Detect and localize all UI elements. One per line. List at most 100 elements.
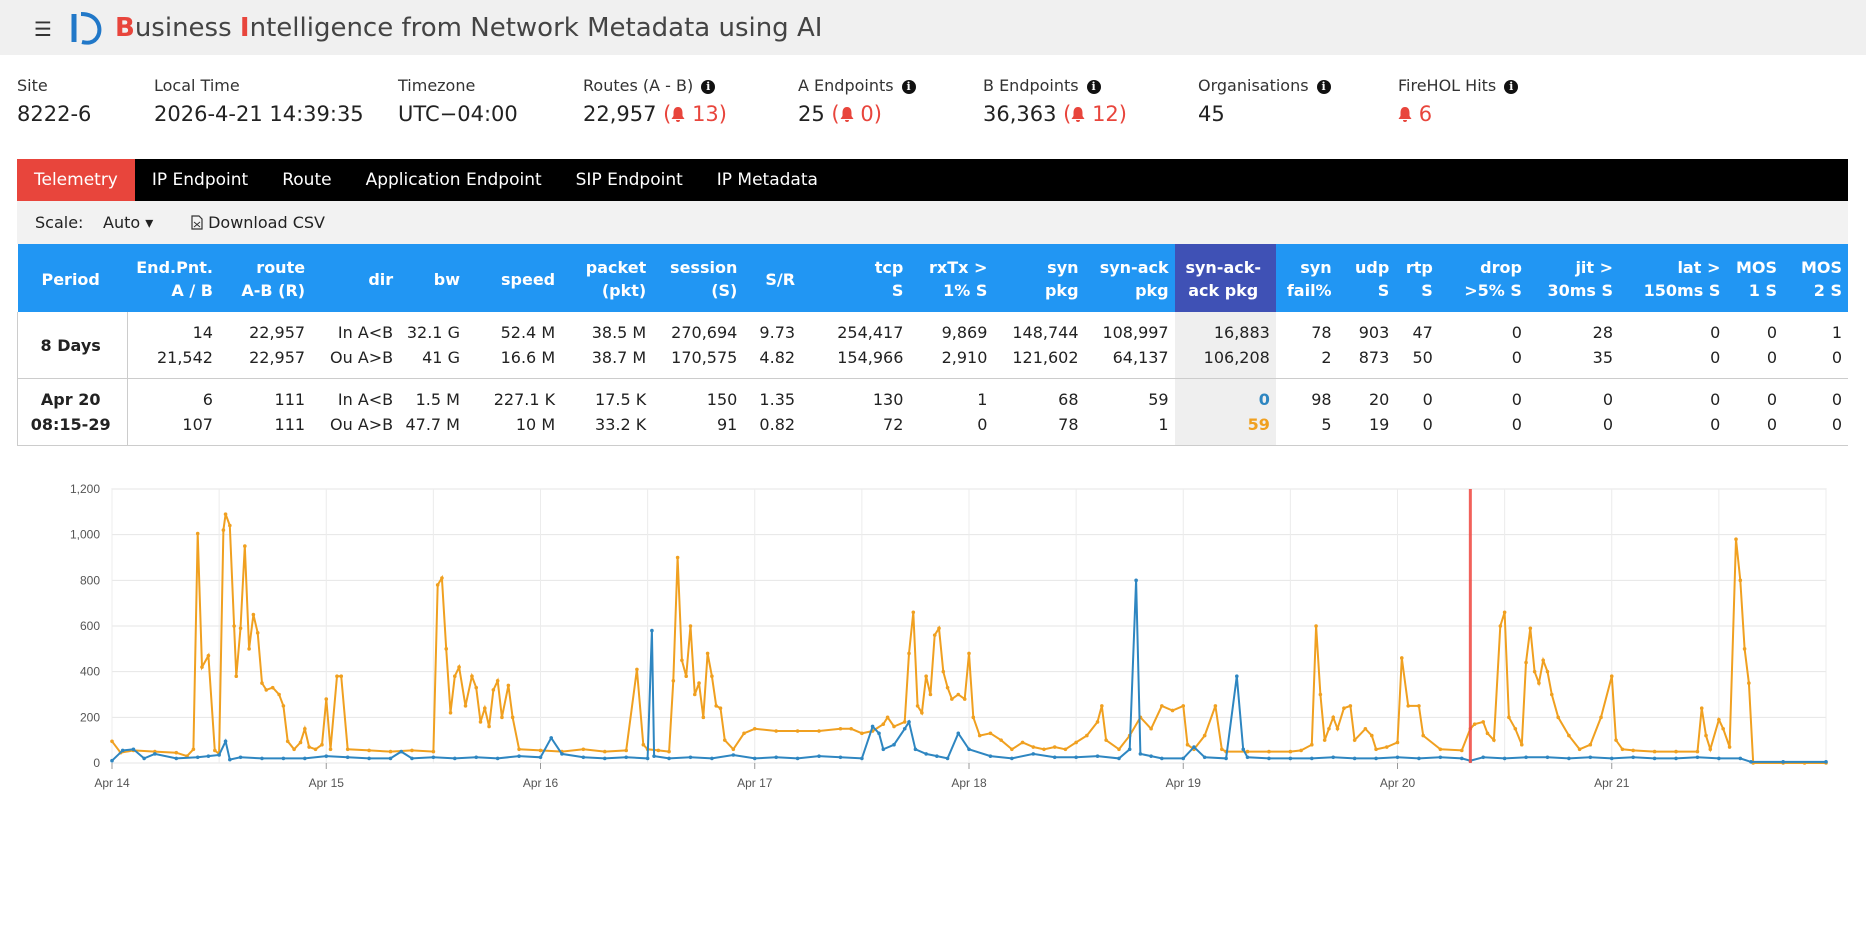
series-point <box>1288 749 1293 754</box>
hamburger-icon[interactable]: ☰ <box>34 17 52 41</box>
series-point <box>110 758 114 763</box>
info-icon[interactable]: i <box>1086 80 1101 94</box>
info-icon[interactable]: i <box>1504 80 1519 94</box>
y-tick-label: 1,200 <box>70 482 100 496</box>
column-header[interactable]: drop >5% S <box>1438 244 1528 312</box>
series-point <box>538 748 543 753</box>
series-point <box>950 697 954 701</box>
series-point <box>1528 626 1533 631</box>
column-header[interactable]: Period <box>17 244 128 312</box>
title-segment: usiness <box>134 13 240 43</box>
series-point <box>1717 717 1721 722</box>
caret-down-icon: ▾ <box>145 213 154 232</box>
series-point <box>491 688 496 692</box>
tab-application-endpoint[interactable]: Application Endpoint <box>365 170 542 190</box>
stat-label: Timezone <box>398 76 476 95</box>
tab-ip-endpoint[interactable]: IP Endpoint <box>151 170 249 190</box>
series-point <box>714 704 718 708</box>
column-header[interactable]: End.Pnt. A / B <box>127 244 219 312</box>
scale-select[interactable]: Auto ▾ <box>103 213 154 232</box>
series-point <box>838 755 843 760</box>
series-point <box>1395 740 1400 745</box>
series-point <box>506 683 511 688</box>
series-point <box>1567 756 1571 761</box>
table-cell: 32.1 G 41 G <box>399 312 466 379</box>
series-point <box>1507 715 1511 720</box>
series-point <box>1502 610 1507 615</box>
brand-logo <box>71 12 102 45</box>
highlight-value-b: 59 <box>1247 415 1270 434</box>
table-cell: 0 0 <box>1783 378 1848 446</box>
telemetry-line-chart[interactable]: 0 200 400 600 800 1,000 1,200 Apr 14 Apr 15 Apr 1… <box>0 462 1866 902</box>
column-header[interactable]: rtp S <box>1395 244 1439 312</box>
table-cell: 16,883 106,208 <box>1174 312 1276 379</box>
column-header[interactable]: MOS 2 S <box>1783 244 1848 312</box>
table-row[interactable]: 8 Days 14 21,542 22,957 22,957 In A<B Ou A>… <box>16 312 1848 379</box>
x-tick-label: Apr 21 <box>1594 776 1630 790</box>
info-icon[interactable]: i <box>901 80 916 94</box>
series-point <box>915 704 920 708</box>
series-point <box>1374 756 1378 761</box>
series-point <box>581 747 586 752</box>
series-point <box>860 731 864 736</box>
series-point <box>1085 733 1089 738</box>
series-point <box>1149 754 1153 758</box>
series-point <box>1031 752 1036 756</box>
table-cell: 28 35 <box>1527 312 1620 379</box>
table-cell: 0 0 <box>1527 378 1620 446</box>
series-point <box>223 739 228 744</box>
alert-count[interactable]: 6 <box>1398 102 1432 126</box>
series-point <box>324 754 329 758</box>
column-header[interactable]: udp S <box>1337 244 1396 312</box>
series-point <box>945 756 950 761</box>
series-point <box>1245 749 1250 754</box>
series-point <box>624 755 628 760</box>
alert-count[interactable]: ( 12) <box>1063 102 1127 126</box>
bell-icon <box>840 107 854 122</box>
series-point <box>260 756 264 761</box>
column-header[interactable]: bw <box>399 244 466 312</box>
alert-count[interactable]: ( 0) <box>831 102 882 126</box>
column-header[interactable]: dir <box>311 244 400 312</box>
series-point <box>200 665 204 669</box>
column-header[interactable]: lat > 150ms S <box>1619 244 1727 312</box>
series-point <box>1299 748 1303 753</box>
column-header[interactable]: syn-ack pkg <box>1084 244 1175 312</box>
series-point <box>247 647 251 651</box>
column-header[interactable]: syn fail% <box>1275 244 1338 312</box>
y-tick-label: 200 <box>80 710 100 724</box>
tab-route[interactable]: Route <box>282 170 332 190</box>
column-header[interactable]: packet (pkt) <box>561 244 653 312</box>
tab-sip-endpoint[interactable]: SIP Endpoint <box>575 170 683 190</box>
download-csv-button[interactable]: Download CSV <box>191 201 325 244</box>
table-cell: 0 0 <box>1726 378 1784 446</box>
series-point <box>1545 669 1550 674</box>
info-icon[interactable]: i <box>701 80 716 94</box>
column-header[interactable]: speed <box>465 244 562 312</box>
series-point <box>474 685 479 690</box>
column-header[interactable]: syn pkg <box>993 244 1085 312</box>
alert-count[interactable]: ( 13) <box>663 102 727 126</box>
table-row[interactable]: Apr 20 08:15-29 6 107 111 111 In A<B Ou A>B… <box>16 378 1848 446</box>
series-point <box>624 748 628 753</box>
column-header[interactable]: syn-ack- ack pkg <box>1174 244 1276 312</box>
series-point <box>1074 755 1078 760</box>
tab-telemetry[interactable]: Telemetry <box>17 159 135 201</box>
series-point <box>440 576 444 580</box>
table-cell: In A<B Ou A>B <box>311 312 400 379</box>
column-header[interactable]: rxTx > 1% S <box>909 244 994 312</box>
table-cell: 17.5 K 33.2 K <box>561 378 653 446</box>
series-point <box>388 756 393 761</box>
tab-ip-metadata[interactable]: IP Metadata <box>716 170 818 190</box>
series-point <box>206 653 211 658</box>
column-header[interactable]: jit > 30ms S <box>1527 244 1620 312</box>
column-header[interactable]: S/R <box>743 244 802 312</box>
info-icon[interactable]: i <box>1316 80 1331 94</box>
column-header[interactable]: route A-B (R) <box>218 244 312 312</box>
table-cell: 0 0 <box>1619 378 1727 446</box>
column-header[interactable]: MOS 1 S <box>1726 244 1784 312</box>
series-point <box>774 729 778 733</box>
column-header[interactable]: session (S) <box>652 244 744 312</box>
column-header[interactable]: tcp S <box>801 244 910 312</box>
